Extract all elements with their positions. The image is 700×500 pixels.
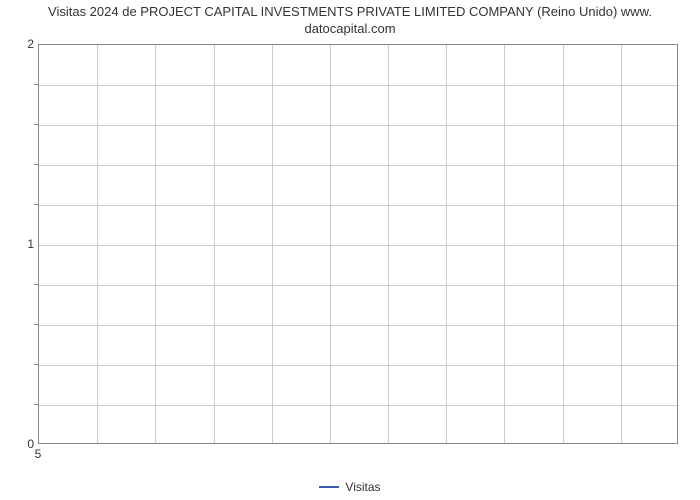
y-axis-minor-tick xyxy=(34,324,38,325)
chart-plot-area xyxy=(38,44,678,444)
title-line-1: Visitas 2024 de PROJECT CAPITAL INVESTME… xyxy=(48,4,652,19)
legend-label: Visitas xyxy=(345,480,380,494)
chart-legend: Visitas xyxy=(0,479,700,494)
y-axis-minor-tick xyxy=(34,404,38,405)
grid-line-horizontal xyxy=(39,325,677,326)
grid-line-vertical xyxy=(330,45,331,443)
grid-line-horizontal xyxy=(39,205,677,206)
grid-line-vertical xyxy=(504,45,505,443)
grid-line-horizontal xyxy=(39,245,677,246)
x-axis-tick-label: 5 xyxy=(35,447,42,461)
grid-line-vertical xyxy=(272,45,273,443)
y-axis-tick-label: 1 xyxy=(14,237,34,251)
grid-line-vertical xyxy=(97,45,98,443)
y-axis-minor-tick xyxy=(34,204,38,205)
chart-title: Visitas 2024 de PROJECT CAPITAL INVESTME… xyxy=(0,0,700,38)
grid-line-horizontal xyxy=(39,405,677,406)
grid-line-vertical xyxy=(446,45,447,443)
grid-line-horizontal xyxy=(39,365,677,366)
y-axis-tick-label: 2 xyxy=(14,37,34,51)
grid-line-horizontal xyxy=(39,285,677,286)
y-axis-minor-tick xyxy=(34,164,38,165)
grid-line-vertical xyxy=(621,45,622,443)
grid-line-vertical xyxy=(214,45,215,443)
title-line-2: datocapital.com xyxy=(304,21,395,36)
grid-line-vertical xyxy=(155,45,156,443)
grid-line-vertical xyxy=(563,45,564,443)
grid-line-vertical xyxy=(388,45,389,443)
y-axis-tick-label: 0 xyxy=(14,437,34,451)
y-axis-minor-tick xyxy=(34,124,38,125)
y-axis-minor-tick xyxy=(34,84,38,85)
grid-line-horizontal xyxy=(39,85,677,86)
legend-swatch xyxy=(319,486,339,488)
y-axis-minor-tick xyxy=(34,284,38,285)
grid-line-horizontal xyxy=(39,125,677,126)
y-axis-minor-tick xyxy=(34,364,38,365)
grid-line-horizontal xyxy=(39,165,677,166)
